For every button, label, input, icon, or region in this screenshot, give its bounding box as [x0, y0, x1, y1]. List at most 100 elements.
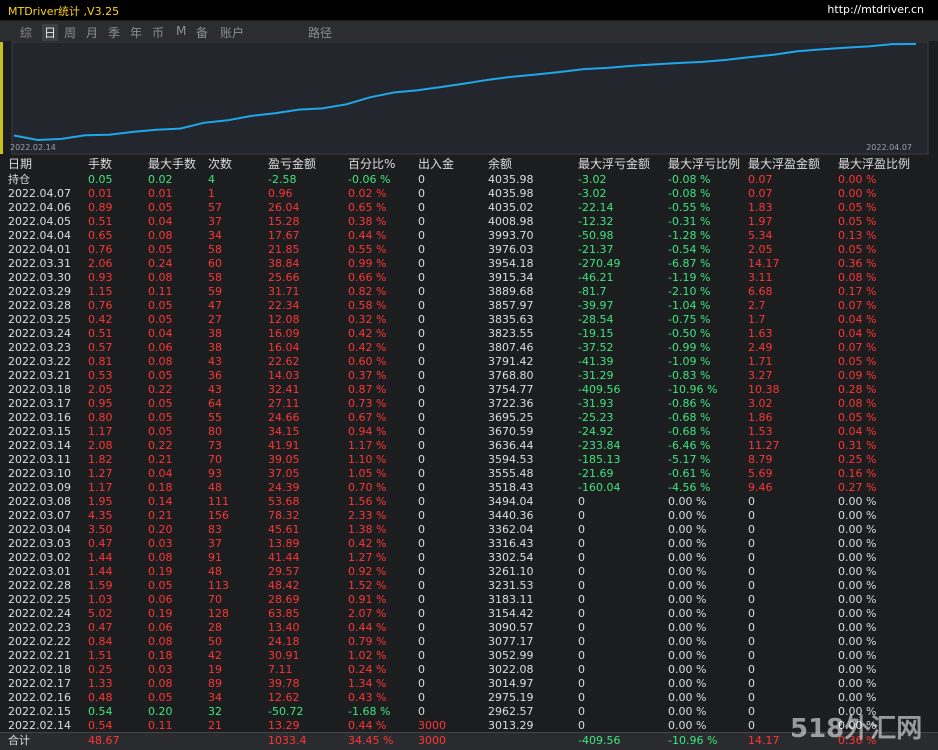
- tab[interactable]: 月: [86, 26, 99, 40]
- table-cell: 0: [578, 593, 585, 606]
- tab[interactable]: 年: [130, 26, 143, 40]
- row-label: 2022.03.10: [8, 467, 71, 480]
- table-cell: 0.00 %: [668, 621, 707, 634]
- title-bar: MTDriver统计 ,V3.25 http://mtdriver.cn: [0, 0, 938, 20]
- tab[interactable]: 备: [196, 26, 209, 40]
- table-cell: 3695.25: [488, 411, 534, 424]
- table-cell: 0.70 %: [348, 481, 387, 494]
- row-label: 2022.02.18: [8, 663, 71, 676]
- table-cell: 0: [418, 453, 425, 466]
- table-cell: 0: [418, 621, 425, 634]
- tab[interactable]: 日: [42, 24, 59, 41]
- table-cell: 0.51: [88, 327, 113, 340]
- tab[interactable]: 季: [108, 26, 121, 40]
- table-cell: 1.17 %: [348, 439, 387, 452]
- url[interactable]: http://mtdriver.cn: [827, 3, 924, 16]
- table-cell: 0: [418, 243, 425, 256]
- table-cell: 4.35: [88, 509, 113, 522]
- table-cell: 1.44: [88, 551, 113, 564]
- table-cell: 0.27 %: [838, 481, 877, 494]
- table-cell: 0.06: [148, 621, 173, 634]
- table-cell: -0.83 %: [668, 369, 711, 382]
- row-label: 合计: [8, 734, 30, 747]
- table-cell: 0.44 %: [348, 719, 387, 732]
- table-cell: 0: [748, 649, 755, 662]
- table-cell: 9.46: [748, 481, 773, 494]
- table-cell: 1.82: [88, 453, 113, 466]
- row-label: 2022.02.22: [8, 635, 71, 648]
- table-cell: 3915.34: [488, 271, 534, 284]
- table-cell: 3000: [418, 719, 446, 732]
- table-cell: 0.00 %: [668, 523, 707, 536]
- table-cell: 0.05: [148, 369, 173, 382]
- table-cell: 48: [208, 481, 222, 494]
- table-cell: 73: [208, 439, 222, 452]
- table-cell: 0.00 %: [838, 663, 877, 676]
- table-cell: 3013.29: [488, 719, 534, 732]
- table-cell: -0.68 %: [668, 411, 711, 424]
- table-cell: 41.91: [268, 439, 300, 452]
- tab[interactable]: 周: [64, 26, 77, 40]
- table-cell: 3.11: [748, 271, 773, 284]
- table-cell: 0.14: [148, 495, 173, 508]
- table-cell: 0.00 %: [668, 565, 707, 578]
- table-cell: 3.50: [88, 523, 113, 536]
- row-label: 2022.03.22: [8, 355, 71, 368]
- table-cell: 0.11: [148, 285, 173, 298]
- table-cell: 0: [418, 187, 425, 200]
- table-cell: 45.61: [268, 523, 300, 536]
- table-cell: 34.45 %: [348, 734, 394, 747]
- table-cell: 0.38 %: [348, 215, 387, 228]
- table-cell: -81.7: [578, 285, 607, 298]
- table-cell: 0: [748, 621, 755, 634]
- table-cell: -233.84: [578, 439, 621, 452]
- table-cell: 38: [208, 341, 222, 354]
- table-cell: 24.39: [268, 481, 300, 494]
- table-cell: 1.34 %: [348, 677, 387, 690]
- table-cell: 3154.42: [488, 607, 534, 620]
- tab[interactable]: 综: [20, 26, 33, 40]
- table-cell: 0.24: [148, 257, 173, 270]
- watermark: 518外汇网: [790, 714, 923, 744]
- table-cell: 0: [748, 705, 755, 718]
- table-cell: 0.96: [268, 187, 293, 200]
- table-cell: 0.13 %: [838, 229, 877, 242]
- table-cell: 0.05: [148, 425, 173, 438]
- row-label: 2022.03.03: [8, 537, 71, 550]
- tab[interactable]: M: [176, 24, 187, 38]
- table-cell: 1.44: [88, 565, 113, 578]
- column-header: 百分比%: [348, 157, 396, 171]
- table-cell: 0.36 %: [838, 257, 877, 270]
- table-cell: 0: [418, 523, 425, 536]
- table-cell: 0: [418, 299, 425, 312]
- table-cell: 13.40: [268, 621, 300, 634]
- tab[interactable]: 币: [152, 26, 165, 40]
- table-cell: 32: [208, 705, 222, 718]
- table-cell: 0.19: [148, 565, 173, 578]
- table-cell: 1.05 %: [348, 467, 387, 480]
- table-cell: -0.55 %: [668, 201, 711, 214]
- table-cell: 0.07 %: [838, 299, 877, 312]
- table-cell: 0.00 %: [838, 635, 877, 648]
- table-cell: 24.66: [268, 411, 300, 424]
- table-cell: -46.21: [578, 271, 614, 284]
- table-cell: 12.62: [268, 691, 300, 704]
- table-cell: 3316.43: [488, 537, 534, 550]
- table-cell: 0.19: [148, 607, 173, 620]
- table-cell: -0.75 %: [668, 313, 711, 326]
- tab[interactable]: 路径: [308, 26, 333, 40]
- table-cell: 14.03: [268, 369, 300, 382]
- table-cell: 1: [208, 187, 215, 200]
- table-cell: 39.78: [268, 677, 300, 690]
- table-cell: 0: [578, 495, 585, 508]
- table-cell: 0.03: [148, 663, 173, 676]
- column-header: 手数: [88, 157, 113, 171]
- table-cell: 0: [748, 593, 755, 606]
- table-cell: 0.05: [148, 313, 173, 326]
- table-cell: 70: [208, 453, 222, 466]
- table-cell: 0: [578, 551, 585, 564]
- table-cell: 0.65: [88, 229, 113, 242]
- table-cell: 0.00 %: [838, 187, 877, 200]
- tab[interactable]: 账户: [220, 26, 245, 40]
